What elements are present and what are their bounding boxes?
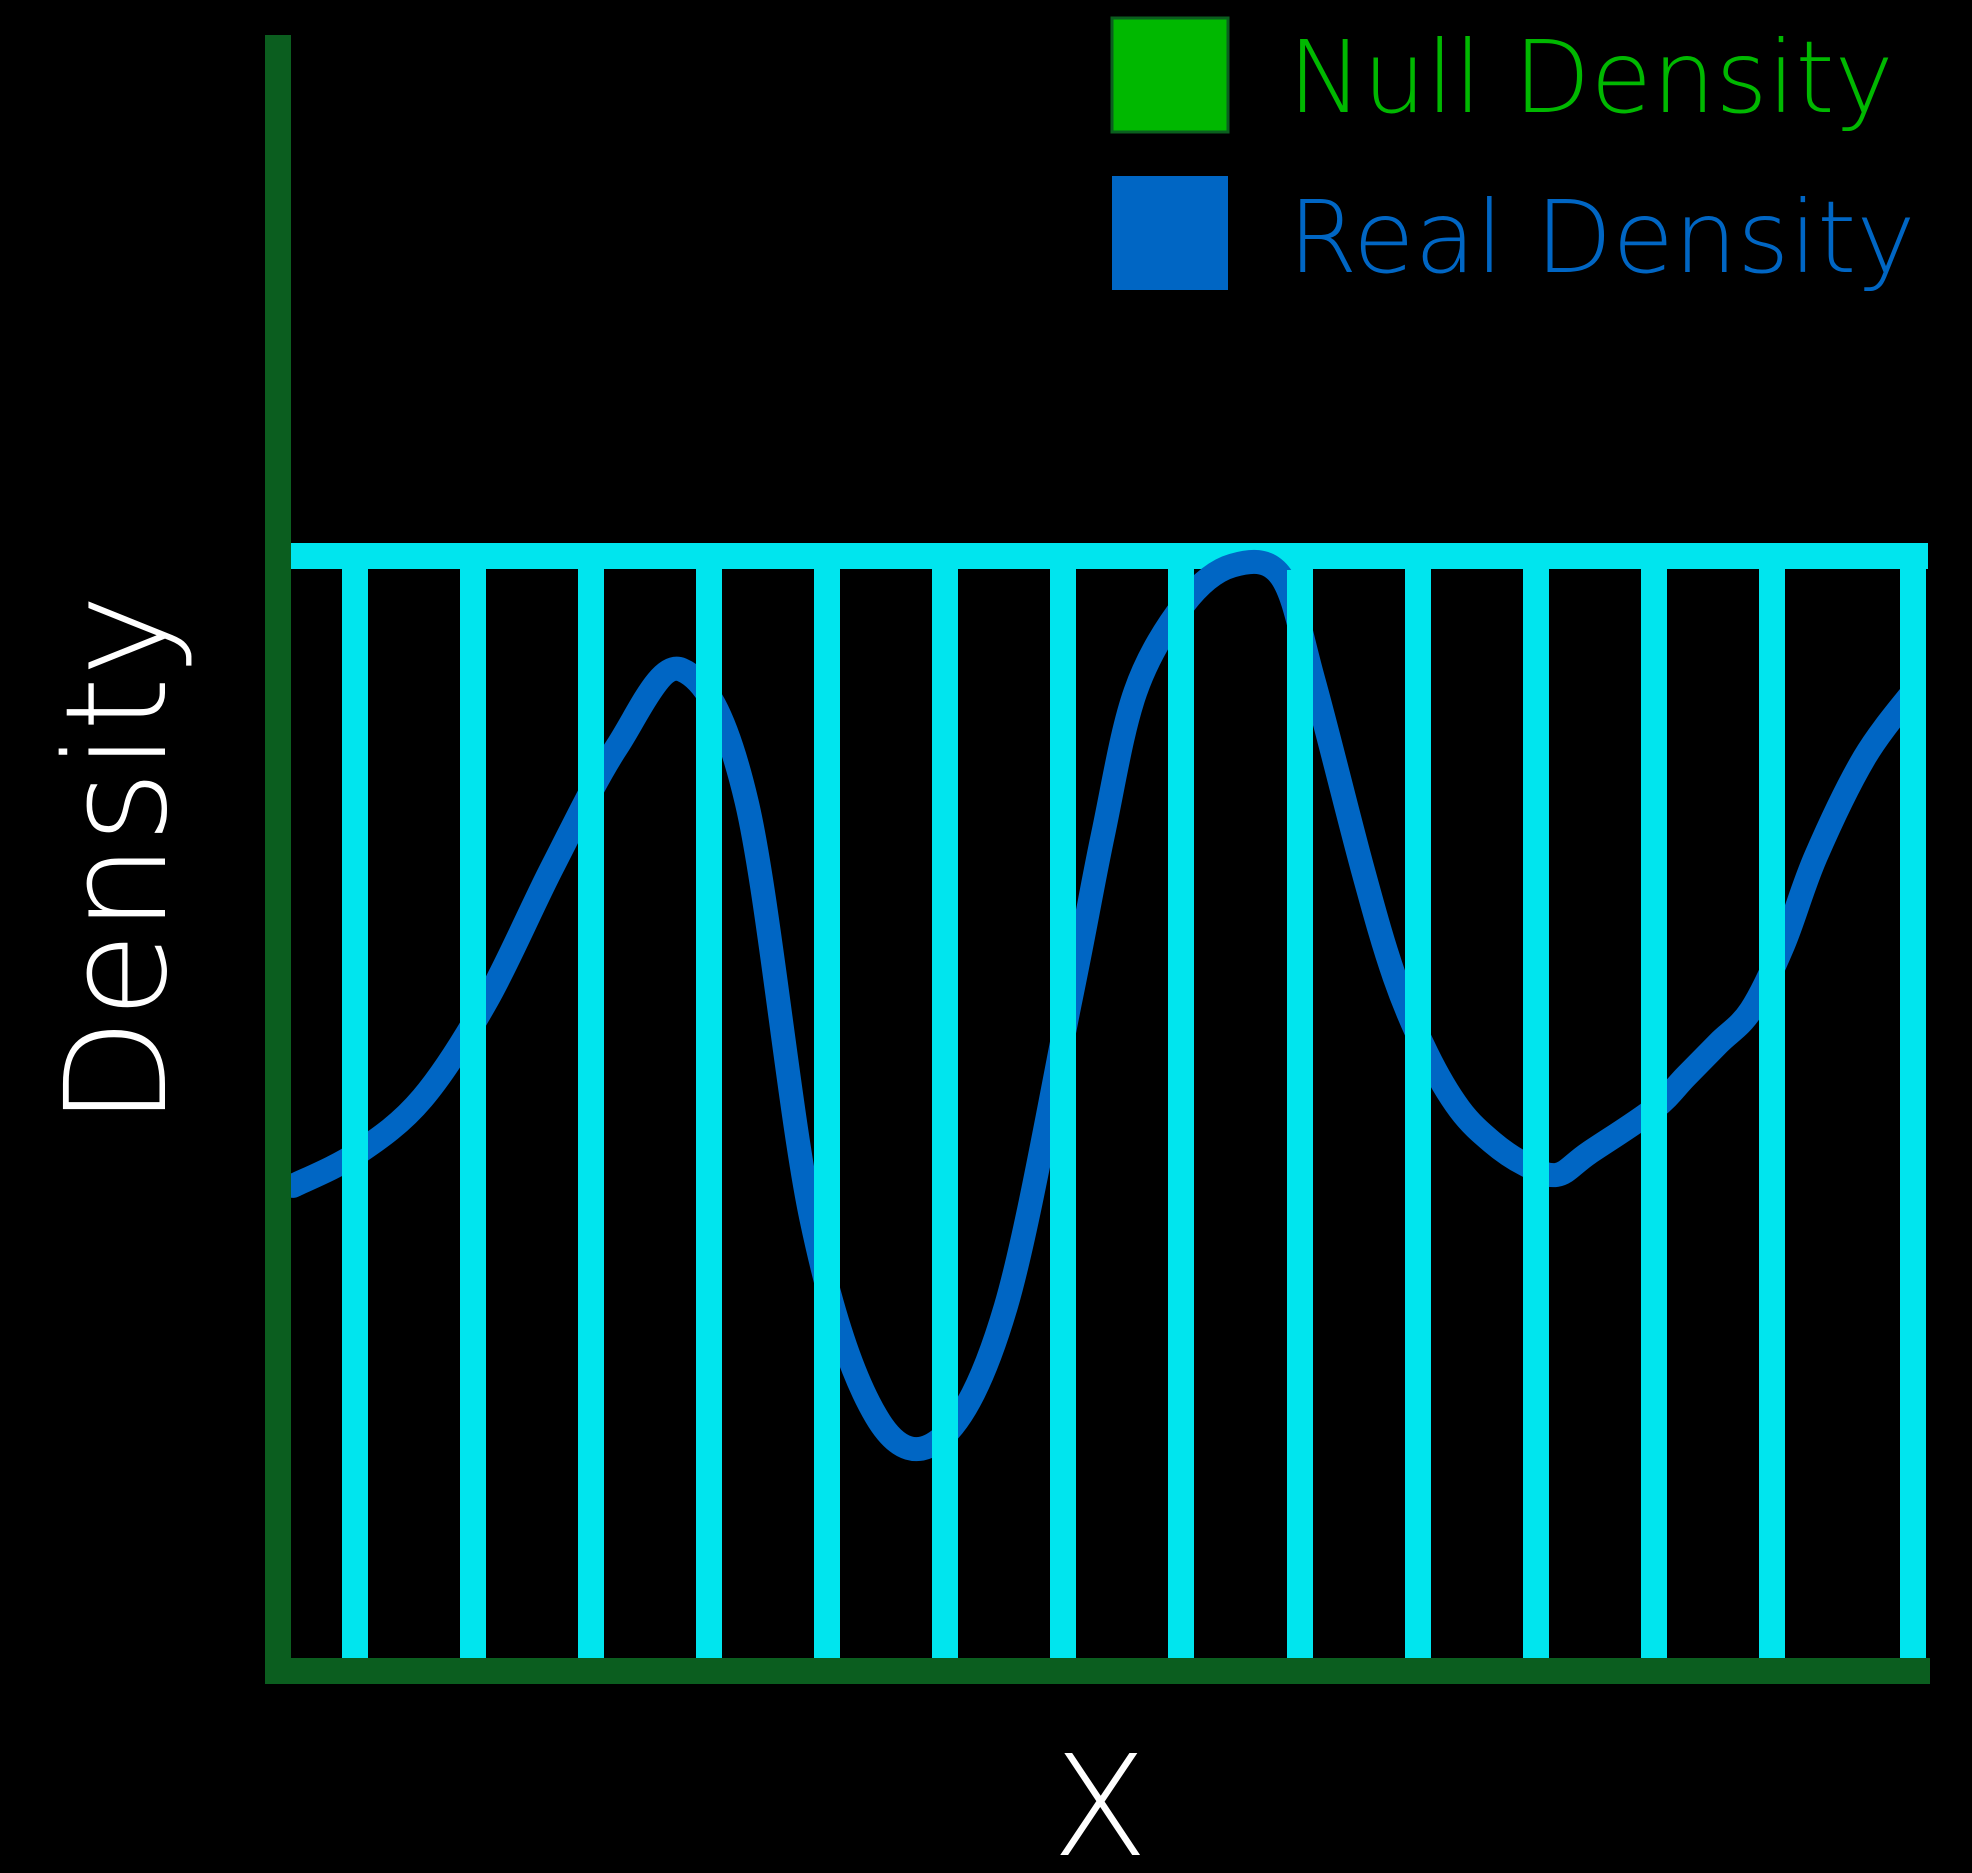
x-axis-label: X: [1052, 1726, 1148, 1873]
legend: Null Density Real Density: [1110, 16, 1916, 296]
null-density-stripes-overlay: [342, 570, 1926, 1660]
real-density-line: [281, 549, 1925, 1462]
axes: [265, 35, 1930, 1684]
legend-swatch-null: [1110, 16, 1230, 134]
y-axis-label: Density: [36, 594, 199, 1126]
legend-swatch-real: [1112, 176, 1228, 290]
legend-label-real: Real Density: [1288, 179, 1916, 296]
legend-item-null: Null Density: [1110, 16, 1894, 136]
legend-label-null: Null Density: [1288, 19, 1894, 136]
legend-item-real: Real Density: [1112, 176, 1916, 296]
null-density-bars: [291, 543, 1928, 1660]
real-density-line-group: [281, 549, 1925, 1462]
